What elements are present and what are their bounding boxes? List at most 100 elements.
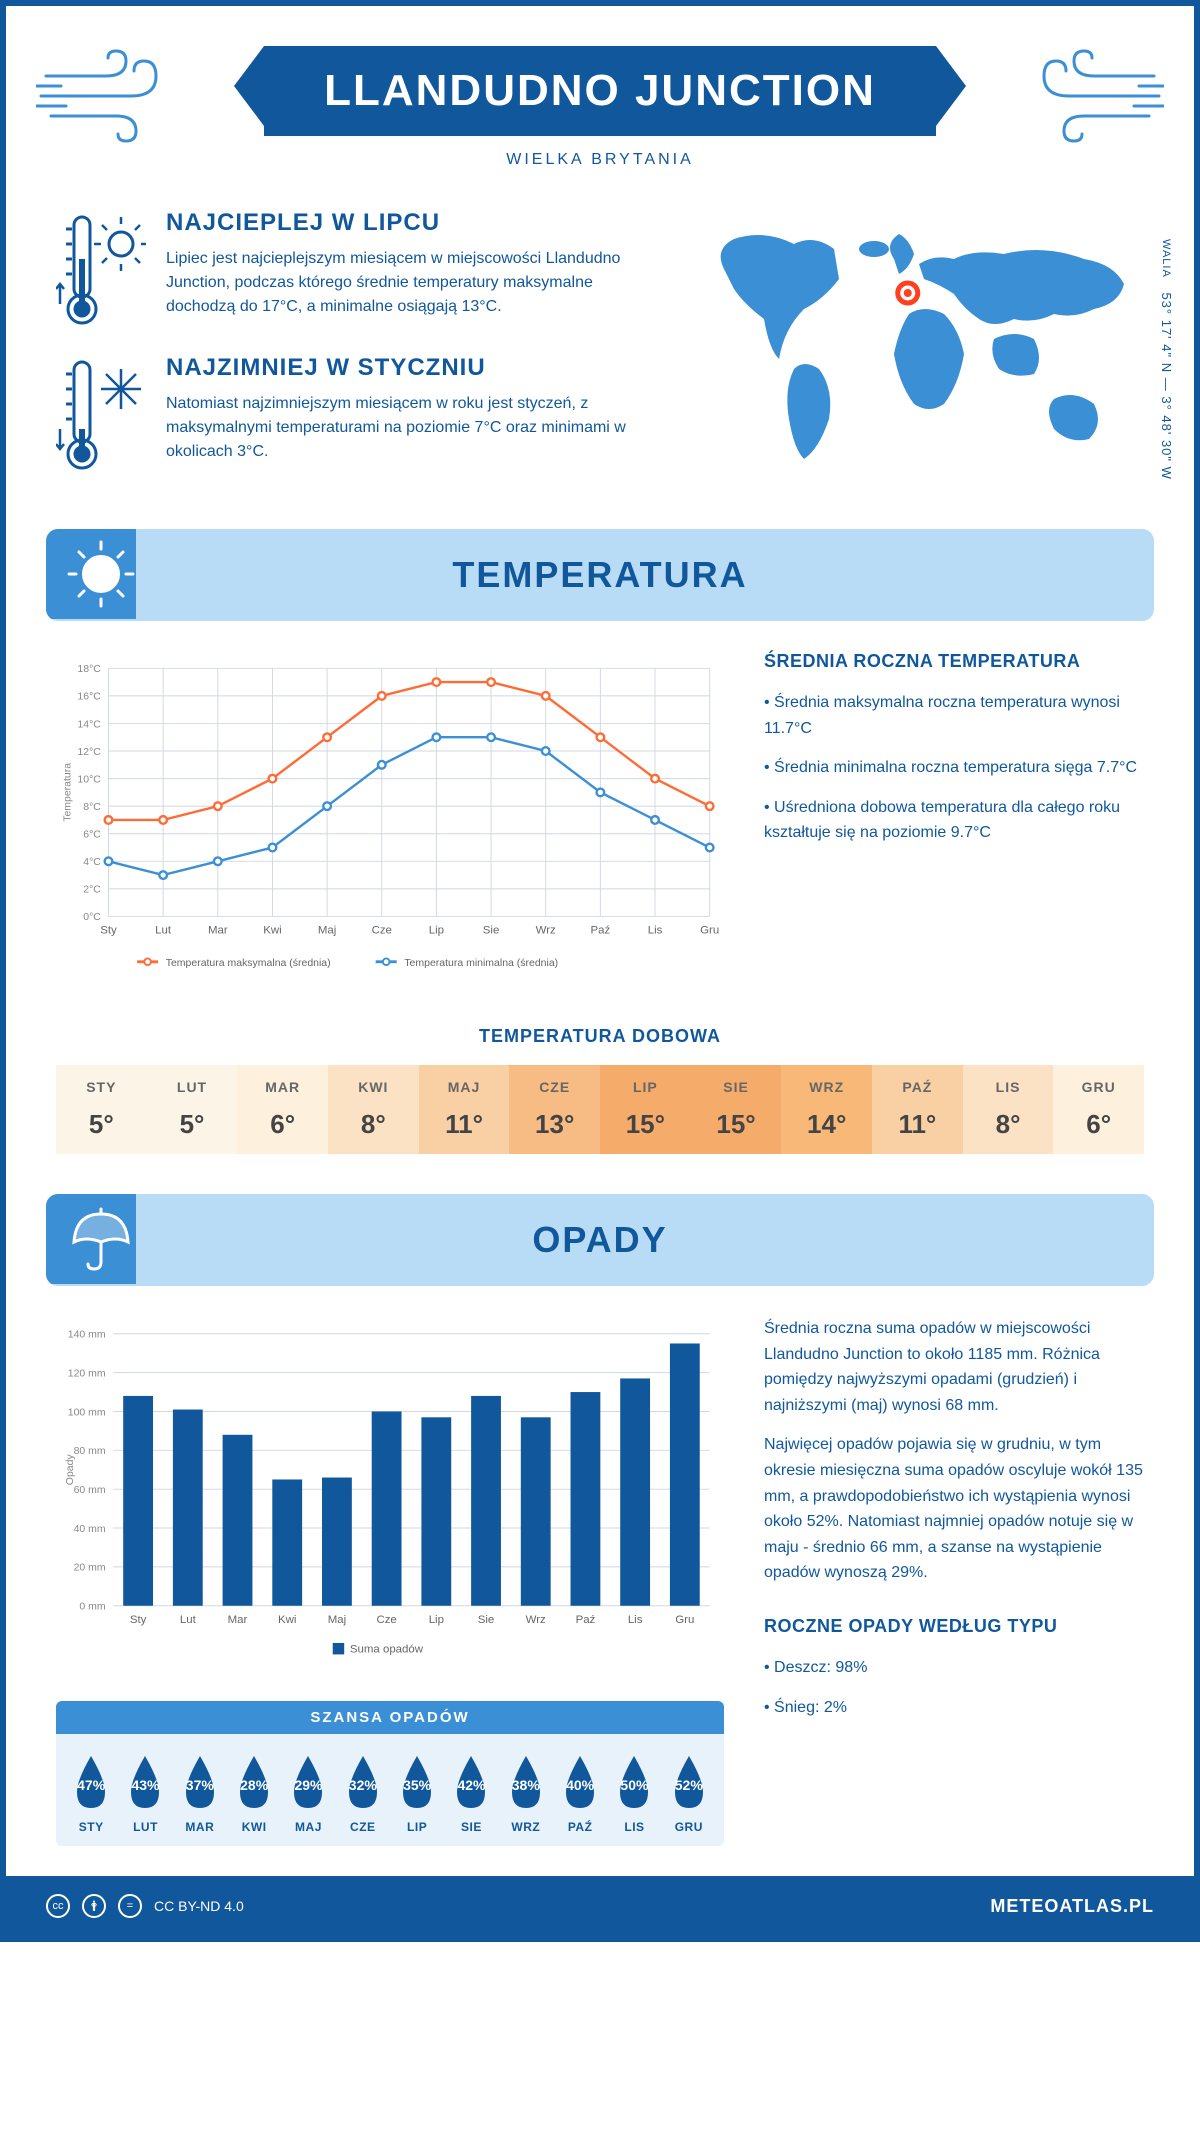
temp-cell-month: PAŹ: [872, 1079, 963, 1095]
svg-text:14°C: 14°C: [77, 719, 101, 730]
rain-chance-title: SZANSA OPADÓW: [56, 1701, 724, 1734]
temp-cell-value: 13°: [509, 1109, 600, 1140]
rain-drop-value: 32%: [349, 1777, 377, 1793]
rain-drop-value: 37%: [186, 1777, 214, 1793]
svg-text:Maj: Maj: [318, 925, 336, 937]
temp-summary-line: • Uśredniona dobowa temperatura dla całe…: [764, 795, 1144, 846]
temp-cell: PAŹ11°: [872, 1065, 963, 1154]
svg-text:Sty: Sty: [100, 925, 117, 937]
raindrop-icon: 28%: [230, 1752, 278, 1812]
wind-icon: [36, 46, 176, 146]
temp-cell-month: LIS: [963, 1079, 1054, 1095]
temp-cell-month: MAR: [237, 1079, 328, 1095]
precipitation-banner: OPADY: [46, 1194, 1154, 1286]
temp-cell-month: WRZ: [781, 1079, 872, 1095]
page: LLANDUDNO JUNCTION WIELKA BRYTANIA NAJCI…: [0, 0, 1200, 1942]
temp-summary-line: • Średnia minimalna roczna temperatura s…: [764, 755, 1144, 781]
rain-drop-item: 40% PAŹ: [553, 1752, 607, 1834]
svg-text:10°C: 10°C: [77, 774, 101, 785]
precip-type-title: ROCZNE OPADY WEDŁUG TYPU: [764, 1616, 1144, 1637]
temp-cell: WRZ14°: [781, 1065, 872, 1154]
precip-chart: 0 mm20 mm40 mm60 mm80 mm100 mm120 mm140 …: [56, 1316, 724, 1846]
rain-drop-item: 52% GRU: [662, 1752, 716, 1834]
raindrop-icon: 38%: [502, 1752, 550, 1812]
svg-text:Gru: Gru: [675, 1614, 694, 1626]
rain-drop-month: WRZ: [499, 1820, 553, 1834]
temp-chart-row: 0°C2°C4°C6°C8°C10°C12°C14°C16°C18°CStyLu…: [6, 651, 1194, 1026]
svg-text:0 mm: 0 mm: [79, 1602, 105, 1613]
rain-chance: SZANSA OPADÓW 47% STY 43% LUT 37% MAR 28…: [56, 1701, 724, 1846]
temp-cell-value: 5°: [56, 1109, 147, 1140]
temp-cell-month: LUT: [147, 1079, 238, 1095]
svg-text:Sie: Sie: [483, 925, 500, 937]
footer-site: METEOATLAS.PL: [990, 1896, 1154, 1917]
svg-text:Sie: Sie: [478, 1614, 495, 1626]
thermometer-cold-icon: [56, 354, 146, 474]
world-map-icon: [694, 209, 1144, 489]
temp-chart: 0°C2°C4°C6°C8°C10°C12°C14°C16°C18°CStyLu…: [56, 651, 724, 996]
rain-drop-value: 42%: [457, 1777, 485, 1793]
rain-drop-item: 38% WRZ: [499, 1752, 553, 1834]
temp-cell-value: 15°: [600, 1109, 691, 1140]
page-subtitle: WIELKA BRYTANIA: [46, 151, 1154, 169]
rain-drop-item: 37% MAR: [173, 1752, 227, 1834]
svg-text:Paź: Paź: [591, 925, 611, 937]
temp-cell-value: 6°: [237, 1109, 328, 1140]
sun-icon: [66, 539, 136, 609]
rain-drop-month: MAJ: [281, 1820, 335, 1834]
rain-drop-item: 32% CZE: [336, 1752, 390, 1834]
rain-drop-value: 50%: [620, 1777, 648, 1793]
rain-drop-month: LUT: [118, 1820, 172, 1834]
temp-cell-value: 8°: [328, 1109, 419, 1140]
temp-cell-value: 8°: [963, 1109, 1054, 1140]
svg-text:Cze: Cze: [376, 1614, 396, 1626]
svg-text:20 mm: 20 mm: [74, 1563, 106, 1574]
svg-text:Temperatura: Temperatura: [62, 763, 73, 822]
coords-value: 53° 17' 4" N — 3° 48' 30" W: [1159, 292, 1174, 479]
temp-cell: MAJ11°: [419, 1065, 510, 1154]
svg-text:4°C: 4°C: [83, 857, 101, 868]
svg-text:18°C: 18°C: [77, 664, 101, 675]
svg-text:Suma opadów: Suma opadów: [350, 1644, 424, 1656]
license-text: CC BY-ND 4.0: [154, 1898, 244, 1914]
temp-cell-month: KWI: [328, 1079, 419, 1095]
rain-drop-item: 47% STY: [64, 1752, 118, 1834]
rain-drop-month: GRU: [662, 1820, 716, 1834]
precip-text-2: Najwięcej opadów pojawia się w grudniu, …: [764, 1432, 1144, 1586]
temp-cell: SIE15°: [691, 1065, 782, 1154]
svg-text:6°C: 6°C: [83, 830, 101, 841]
svg-text:120 mm: 120 mm: [68, 1368, 106, 1379]
svg-text:Mar: Mar: [228, 1614, 248, 1626]
temp-cell: STY5°: [56, 1065, 147, 1154]
footer-license: cc 🛉 = CC BY-ND 4.0: [46, 1894, 244, 1918]
svg-text:2°C: 2°C: [83, 885, 101, 896]
svg-text:Temperatura maksymalna (średni: Temperatura maksymalna (średnia): [166, 958, 331, 969]
rain-drop-value: 40%: [566, 1777, 594, 1793]
svg-text:Lis: Lis: [648, 925, 663, 937]
warmest-text: Lipiec jest najcieplejszym miesiącem w m…: [166, 247, 664, 319]
warmest-title: NAJCIEPLEJ W LIPCU: [166, 209, 664, 237]
rain-drop-item: 42% SIE: [444, 1752, 498, 1834]
raindrop-icon: 37%: [176, 1752, 224, 1812]
by-icon: 🛉: [82, 1894, 106, 1918]
rain-drop-value: 29%: [294, 1777, 322, 1793]
svg-text:Wrz: Wrz: [526, 1614, 546, 1626]
info-left: NAJCIEPLEJ W LIPCU Lipiec jest najcieple…: [56, 209, 664, 499]
svg-text:Cze: Cze: [372, 925, 392, 937]
coordinates: WALIA 53° 17' 4" N — 3° 48' 30" W: [1159, 239, 1174, 480]
rain-drop-month: KWI: [227, 1820, 281, 1834]
svg-text:Paź: Paź: [576, 1614, 596, 1626]
rain-drop-month: STY: [64, 1820, 118, 1834]
precip-type-line: • Deszcz: 98%: [764, 1655, 1144, 1681]
temp-cell-month: GRU: [1053, 1079, 1144, 1095]
page-title: LLANDUDNO JUNCTION: [264, 46, 936, 136]
rain-drop-month: MAR: [173, 1820, 227, 1834]
rain-drop-item: 43% LUT: [118, 1752, 172, 1834]
coldest-block: NAJZIMNIEJ W STYCZNIU Natomiast najzimni…: [56, 354, 664, 474]
temp-cell-month: CZE: [509, 1079, 600, 1095]
temp-cell-value: 6°: [1053, 1109, 1144, 1140]
svg-text:60 mm: 60 mm: [74, 1485, 106, 1496]
footer: cc 🛉 = CC BY-ND 4.0 METEOATLAS.PL: [6, 1876, 1194, 1936]
rain-drop-value: 52%: [675, 1777, 703, 1793]
svg-text:Wrz: Wrz: [536, 925, 556, 937]
